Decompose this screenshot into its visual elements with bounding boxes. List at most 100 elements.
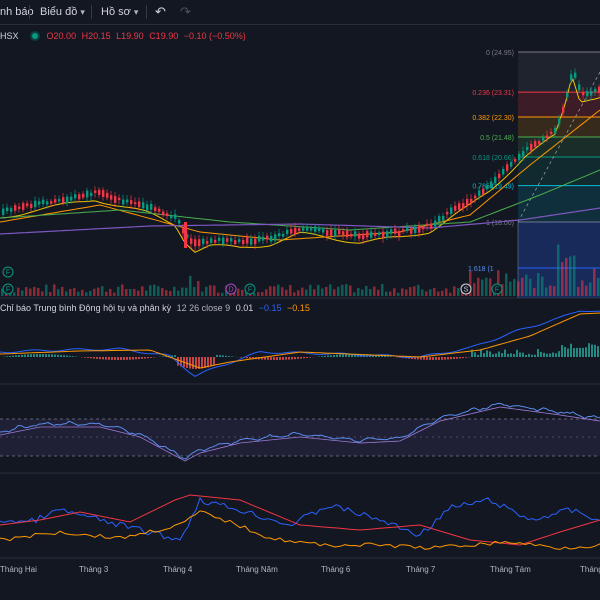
moving-average-line [0, 109, 600, 241]
macd-hist-bar [570, 343, 572, 357]
fib-extension-label: 1.618 (1 [468, 266, 494, 273]
fib-band [518, 52, 600, 93]
candle [86, 190, 89, 198]
macd-hist-bar [99, 357, 101, 360]
macd-legend[interactable]: Chỉ báo Trung bình Động hội tụ và phân k… [0, 303, 310, 313]
candle [78, 194, 81, 200]
volume-bar [193, 286, 196, 296]
volume-bar [113, 292, 116, 296]
macd-hist-bar [96, 357, 98, 359]
macd-hist-bar [216, 354, 218, 357]
candle [506, 164, 509, 171]
macd-hist-bar [324, 355, 326, 357]
macd-hist-bar [492, 354, 494, 357]
volume-bar [201, 291, 204, 296]
macd-hist-bar [576, 347, 578, 357]
candle [350, 233, 353, 237]
macd-hist-bar [537, 349, 539, 357]
volume-bar [77, 291, 80, 296]
macd-hist-bar [228, 356, 230, 357]
candle [478, 190, 481, 196]
chart-menu[interactable]: Biểu đồ ▾ [40, 6, 85, 18]
macd-hist-bar [246, 357, 248, 359]
market-status-icon [32, 33, 39, 39]
volume-bar [517, 281, 520, 296]
volume-bar [505, 273, 508, 296]
symbol-exchange[interactable]: HSX [0, 31, 19, 41]
candle [166, 213, 169, 217]
volume-bars [1, 244, 600, 296]
macd-hist-bar [102, 357, 104, 360]
volume-bar [273, 286, 276, 296]
macd-hist-bar [186, 357, 188, 369]
candle [370, 231, 373, 238]
event-marker[interactable] [244, 283, 256, 295]
undo-icon[interactable]: ↶ [155, 4, 166, 19]
candle [74, 194, 77, 199]
candle [402, 229, 405, 232]
dmi-plus-line [0, 496, 600, 541]
event-markers[interactable]: F F D F S F [2, 266, 503, 295]
macd-hist-bar [231, 356, 233, 357]
candle [434, 220, 437, 227]
candle [566, 92, 569, 98]
volume-bar [181, 287, 184, 296]
volume-bar [557, 244, 560, 296]
volume-bar [581, 280, 584, 296]
candle [386, 231, 389, 238]
macd-hist-bar [561, 345, 563, 357]
volume-bar [53, 284, 56, 296]
volume-bar [525, 274, 528, 296]
profile-menu[interactable]: Hồ sơ ▾ [101, 6, 138, 18]
event-marker[interactable] [460, 283, 472, 295]
candle [38, 201, 41, 205]
macd-hist-bar [477, 354, 479, 357]
macd-hist-bar [15, 355, 17, 357]
fib-level-label: 0.786 (19.49) [472, 184, 514, 191]
volume-bar [445, 288, 448, 296]
alerts-menu[interactable]: nh báo [0, 6, 34, 18]
candle [174, 214, 177, 219]
candle [182, 228, 185, 234]
candle [274, 234, 277, 241]
macd-hist-bar [435, 357, 437, 360]
candle [322, 229, 325, 233]
event-marker[interactable] [225, 283, 237, 295]
event-marker[interactable] [2, 266, 14, 278]
ohlc-change: −0.10 (−0.50%) [183, 31, 246, 41]
symbol-legend: HSX O20.00 H20.15 L19.90 C19.90 −0.10 (−… [0, 31, 249, 41]
redo-icon[interactable]: ↷ [180, 4, 191, 19]
macd-hist-bar [462, 357, 464, 359]
volume-bar [561, 262, 564, 296]
macd-hist-bar [384, 355, 386, 357]
macd-hist-bar [489, 351, 491, 357]
macd-hist-bar [291, 357, 293, 360]
volume-bar [593, 268, 596, 296]
macd-hist-bar [585, 347, 587, 357]
volume-bar [513, 279, 516, 296]
volume-bar [241, 289, 244, 296]
macd-hist-bar [72, 356, 74, 357]
macd-hist-bar [378, 355, 380, 357]
candle [222, 237, 225, 245]
macd-hist-bar [288, 357, 290, 360]
macd-hist-bar [552, 352, 554, 357]
candle [2, 208, 5, 215]
candle [66, 196, 69, 204]
candle [142, 202, 145, 209]
event-marker[interactable] [491, 283, 503, 295]
candle [570, 74, 573, 81]
macd-hist-bar [594, 344, 596, 357]
volume-bar [537, 272, 540, 296]
event-marker[interactable] [2, 283, 14, 295]
macd-hist-bar [483, 353, 485, 357]
macd-hist-bar [555, 353, 557, 357]
macd-hist-bar [354, 354, 356, 357]
candle [206, 241, 209, 244]
fibonacci-retracement[interactable]: 0 (24.95) 0.236 (23.31) 0.382 (22.30) 0.5 (… [468, 50, 600, 298]
volume-bar [157, 286, 160, 296]
macd-hist-bar [399, 357, 401, 358]
volume-bar [57, 289, 60, 296]
macd-hist-bar [276, 357, 278, 360]
